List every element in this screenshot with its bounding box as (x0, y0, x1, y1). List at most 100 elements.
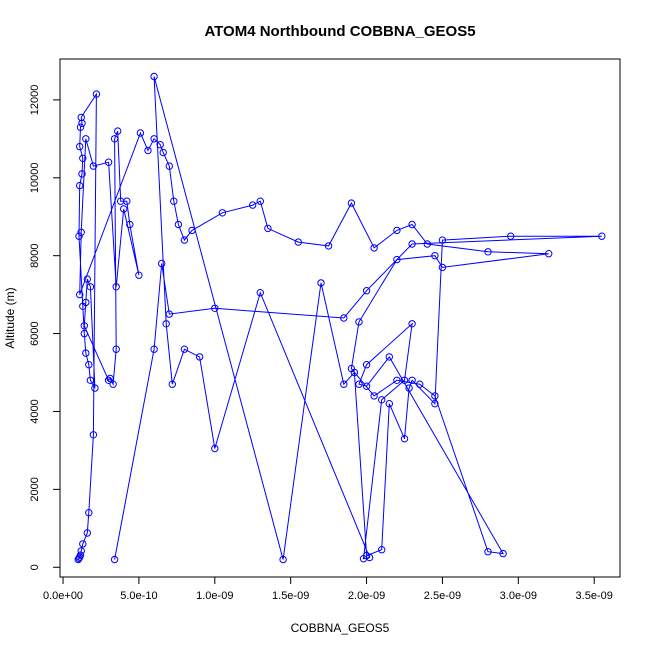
data-point (385, 400, 393, 408)
data-point (79, 154, 87, 163)
series-line (77, 76, 602, 560)
data-point (165, 310, 174, 318)
data-point (431, 392, 439, 400)
data-point (89, 162, 98, 170)
data-point (408, 240, 416, 248)
data-point (507, 232, 515, 240)
y-tick-label: 4000 (29, 399, 41, 423)
data-point (370, 392, 378, 400)
data-point (431, 400, 439, 408)
data-point (114, 127, 122, 135)
data-point (112, 345, 120, 353)
data-point (104, 158, 113, 166)
data-point (126, 220, 134, 229)
data-point (340, 380, 348, 388)
data-point (136, 129, 145, 137)
chart-title: ATOM4 Northbound COBBNA_GEOS5 (204, 23, 475, 40)
data-point (378, 546, 386, 554)
data-point (362, 287, 371, 295)
data-point (159, 148, 167, 157)
x-tick-label: 1.5e-09 (272, 590, 309, 602)
data-point (82, 349, 90, 357)
y-tick-label: 10000 (29, 162, 41, 193)
y-axis-label: Altitude (m) (3, 287, 17, 348)
data-point (211, 444, 219, 453)
data-point (438, 236, 447, 244)
x-tick-label: 5.0e-10 (120, 590, 157, 602)
data-point (110, 555, 119, 564)
data-point (355, 318, 363, 326)
data-point (76, 123, 85, 131)
data-point (355, 380, 363, 388)
data-point (545, 250, 553, 258)
data-point (86, 283, 95, 291)
data-point (168, 380, 177, 388)
data-point (82, 298, 90, 307)
data-point (340, 314, 348, 322)
x-tick-label: 0.0e+00 (43, 590, 83, 602)
data-point (408, 376, 416, 384)
data-point (89, 431, 98, 439)
series-points (74, 72, 606, 564)
data-point (218, 209, 227, 217)
data-point (82, 135, 90, 143)
data-point (76, 551, 85, 559)
data-point (499, 549, 507, 558)
data-point (156, 141, 164, 149)
data-point (408, 320, 416, 328)
data-point (76, 142, 84, 151)
data-point (211, 304, 219, 312)
data-point (162, 320, 170, 328)
data-point (135, 271, 143, 279)
data-point (400, 376, 409, 384)
data-point (405, 384, 413, 392)
data-point (279, 555, 287, 564)
y-tick-label: 8000 (29, 243, 41, 267)
data-point (362, 551, 371, 560)
data-point (77, 228, 85, 237)
x-tick-label: 1.0e-09 (196, 590, 233, 602)
data-point (110, 135, 119, 143)
data-point (104, 376, 113, 384)
data-point (423, 240, 431, 248)
data-point (79, 540, 87, 548)
data-point (123, 197, 131, 205)
data-point (393, 255, 401, 264)
data-point (83, 529, 92, 537)
data-point (91, 384, 99, 392)
data-point (83, 275, 92, 283)
data-point (484, 248, 492, 256)
x-tick-label: 2.0e-09 (348, 590, 385, 602)
data-point (195, 353, 204, 361)
data-point (174, 220, 183, 229)
data-point (370, 244, 378, 252)
data-point (317, 279, 325, 287)
data-point (431, 252, 439, 260)
data-point (347, 199, 356, 207)
y-axis: 0 2000 4000 6000 8000 10000 12000 (29, 85, 61, 570)
data-point (109, 380, 117, 388)
data-point (294, 238, 302, 246)
data-point (75, 232, 83, 240)
data-point (350, 368, 359, 377)
data-point (76, 181, 84, 190)
x-axis: 0.0e+00 5.0e-10 1.0e-09 1.5e-09 2.0e-09 2.5e-… (43, 576, 613, 602)
data-point (362, 361, 371, 369)
data-point (362, 382, 371, 390)
data-point (85, 361, 93, 369)
data-point (78, 170, 86, 178)
y-tick-label: 0 (29, 564, 41, 570)
data-point (180, 236, 189, 244)
data-point (378, 396, 386, 404)
data-point (324, 242, 333, 250)
data-point (393, 226, 401, 235)
x-axis-label: COBBNA_GEOS5 (291, 621, 390, 635)
data-point (393, 376, 401, 384)
x-tick-label: 3.5e-09 (576, 590, 613, 602)
data-point (150, 72, 158, 81)
y-tick-label: 2000 (29, 477, 41, 501)
data-point (80, 322, 89, 330)
data-point (170, 197, 178, 205)
data-point (438, 263, 447, 272)
